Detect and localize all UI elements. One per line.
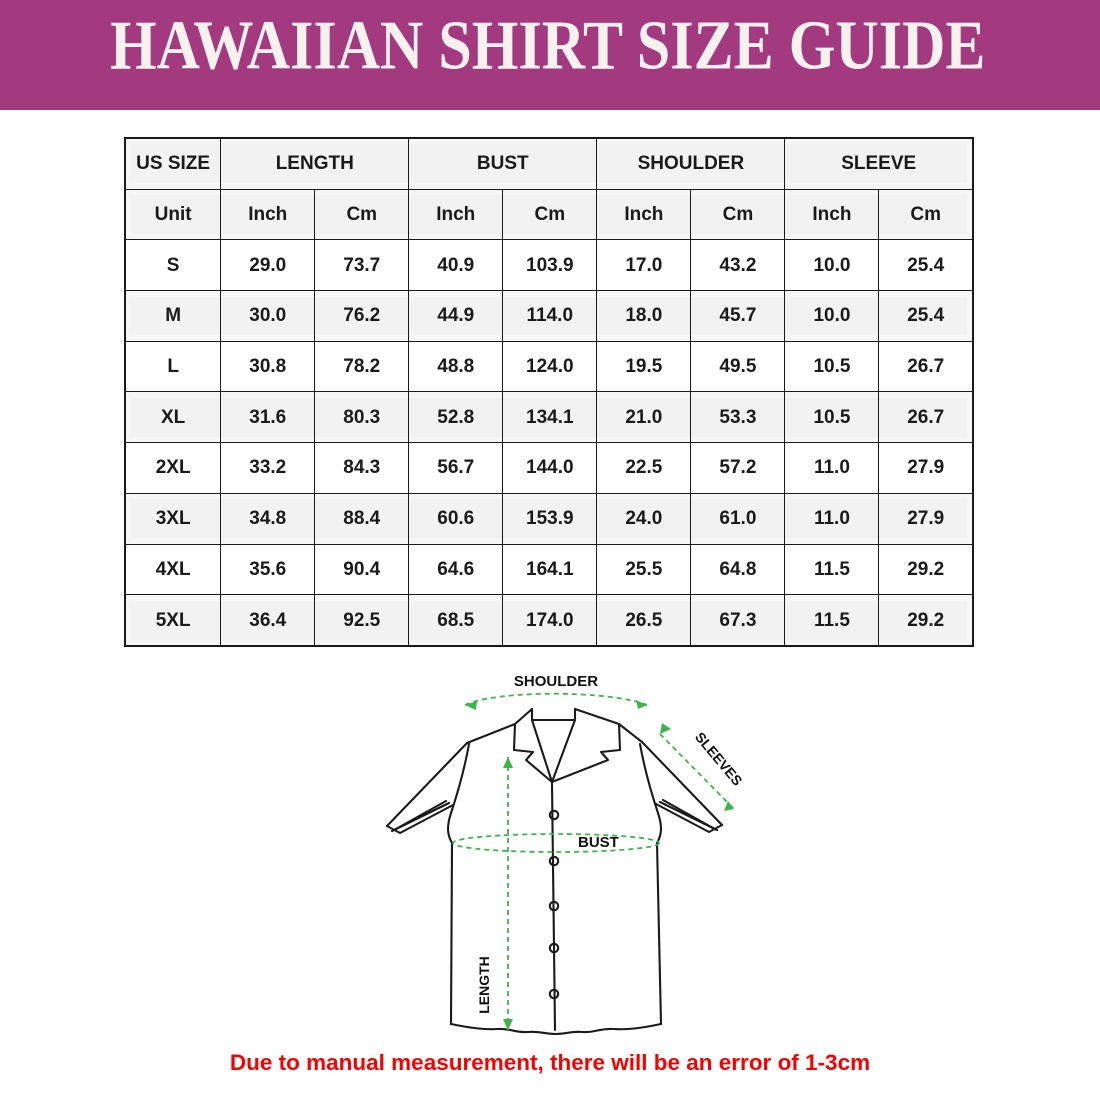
- svg-text:SLEEVES: SLEEVES: [692, 729, 746, 789]
- svg-text:BUST: BUST: [578, 834, 619, 851]
- svg-text:LENGTH: LENGTH: [476, 956, 492, 1014]
- svg-text:SHOULDER: SHOULDER: [514, 673, 598, 690]
